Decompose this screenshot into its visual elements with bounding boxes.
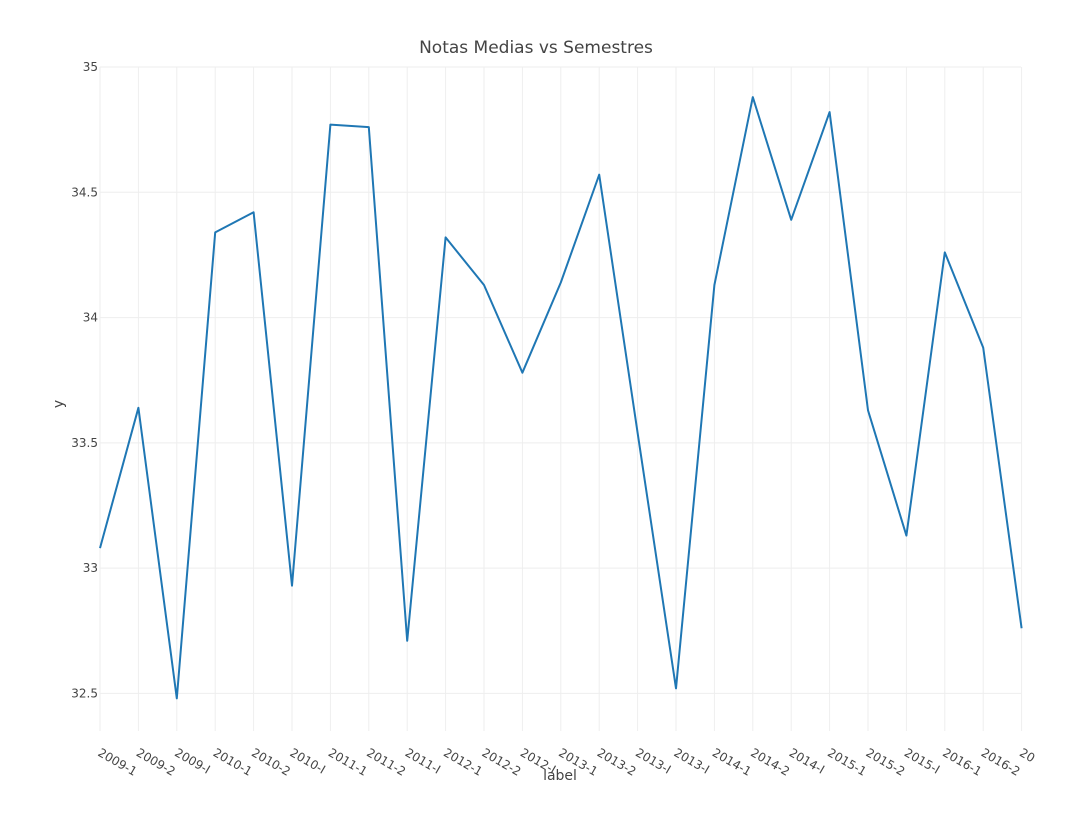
- x-tick-label: 2011-I: [403, 745, 443, 776]
- x-gridlines: [99, 67, 1023, 731]
- x-tick-label: 2014-1: [710, 745, 754, 778]
- x-axis-title: label: [543, 768, 577, 784]
- x-tick-label: 2012-2: [480, 745, 524, 778]
- y-tick-label: 34: [83, 311, 98, 325]
- x-tick-label: 2010-1: [211, 745, 255, 778]
- x-tick-label: 2013-2: [595, 745, 639, 778]
- x-tick-label: 2010-2: [249, 745, 293, 778]
- x-tick-label: 2013-I: [672, 745, 712, 776]
- y-tick-label: 33: [83, 561, 98, 575]
- x-tick-label: 2013-I: [633, 745, 673, 776]
- x-tick-label: 2015-2: [864, 745, 908, 778]
- x-tick-label: 2012-1: [441, 745, 485, 778]
- x-tick-label: 2016-2: [979, 745, 1023, 778]
- y-tick-label: 34.5: [71, 185, 98, 199]
- series-line: [99, 96, 1023, 700]
- x-tick-label: 2015-I: [902, 745, 942, 776]
- y-tick-label: 35: [83, 60, 98, 74]
- chart-title: Notas Medias vs Semestres: [419, 38, 653, 58]
- x-tick-label: 2009-I: [172, 745, 212, 776]
- x-tick-label: 2009-1: [96, 745, 140, 778]
- x-tick-label: 2011-1: [326, 745, 370, 778]
- x-tick-label: 2014-2: [748, 745, 792, 778]
- x-tick-label: 2016-1: [940, 745, 984, 778]
- x-tick-label: 2010-I: [288, 745, 328, 776]
- y-tick-label: 33.5: [71, 436, 98, 450]
- series-group: [99, 96, 1023, 700]
- y-axis-title: y: [51, 400, 67, 408]
- x-tick-label: 2015-1: [825, 745, 869, 778]
- x-tick-label: 2011-2: [364, 745, 408, 778]
- x-tick-label: 2014-I: [787, 745, 827, 776]
- x-tick-label: 20: [1017, 745, 1037, 765]
- x-tick-label: 2009-2: [134, 745, 178, 778]
- y-tick-label: 32.5: [71, 686, 98, 700]
- y-axis-ticks: 32.5 33 33.5 34 34.5 35: [71, 60, 98, 700]
